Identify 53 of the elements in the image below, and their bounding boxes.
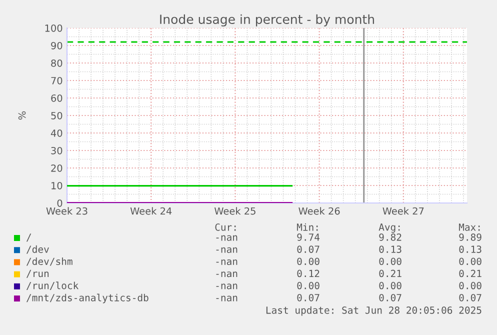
text: 0.00 — [297, 258, 320, 266]
text: -nan — [216, 259, 238, 266]
text: Avg: — [378, 224, 400, 233]
text: 0.07 — [297, 294, 320, 302]
text: 0.07 — [459, 294, 482, 302]
legend-label: /mnt/zds-analytics-db — [26, 294, 148, 304]
text: -nan — [216, 235, 238, 241]
text: 0.00 — [379, 258, 402, 266]
legend-label: / — [26, 234, 32, 242]
legend-label: /run — [26, 270, 49, 278]
legend-label: /dev/shm — [26, 258, 72, 266]
y-axis-title: % — [18, 111, 26, 120]
y-tick-label: 0 — [57, 199, 62, 207]
text: 9.74 — [297, 233, 320, 241]
text: Last update: Sat Jun 28 20:05:06 2025 — [266, 306, 482, 316]
y-tick-label: 100 — [45, 24, 62, 32]
text: 0.13 — [459, 246, 482, 253]
text: 0.21 — [459, 270, 482, 278]
text: 0.12 — [297, 270, 320, 278]
x-tick-label: Week 24 — [130, 207, 172, 215]
text: 0.07 — [297, 246, 320, 253]
y-tick-label: 80 — [51, 59, 62, 67]
y-tick-label: 40 — [50, 129, 62, 137]
chart-title: Inode usage in percent - by month — [160, 14, 374, 26]
y-tick-label: 90 — [51, 42, 62, 50]
text: 9.82 — [379, 233, 402, 241]
text: Cur: — [215, 223, 236, 231]
text: 0.00 — [379, 282, 402, 290]
text: Min: — [296, 223, 318, 231]
text: 0.00 — [297, 282, 320, 290]
x-tick-label: Week 27 — [382, 207, 424, 215]
text: -nan — [216, 284, 238, 290]
legend-label: /dev — [26, 245, 49, 254]
text: -nan — [216, 296, 238, 302]
text: -nan — [216, 272, 238, 278]
text: 9.89 — [459, 233, 482, 241]
y-tick-label: 30 — [51, 146, 62, 154]
text: 0.00 — [459, 282, 482, 290]
y-tick-label: 10 — [52, 182, 62, 190]
y-tick-label: 50 — [51, 112, 62, 120]
text: -nan — [216, 247, 238, 253]
y-tick-label: 20 — [51, 164, 62, 172]
text: 0.21 — [379, 270, 402, 278]
x-tick-label: Week 26 — [298, 207, 340, 215]
text: 0.00 — [459, 258, 482, 266]
text: Max: — [458, 224, 480, 231]
y-tick-label: 60 — [51, 94, 62, 102]
x-tick-label: Week 25 — [214, 207, 256, 215]
y-tick-label: 70 — [51, 76, 62, 84]
text: 0.07 — [379, 294, 402, 302]
legend-label: /run/lock — [26, 282, 79, 290]
text: 0.13 — [379, 246, 402, 253]
x-tick-label: Week 23 — [46, 207, 88, 215]
